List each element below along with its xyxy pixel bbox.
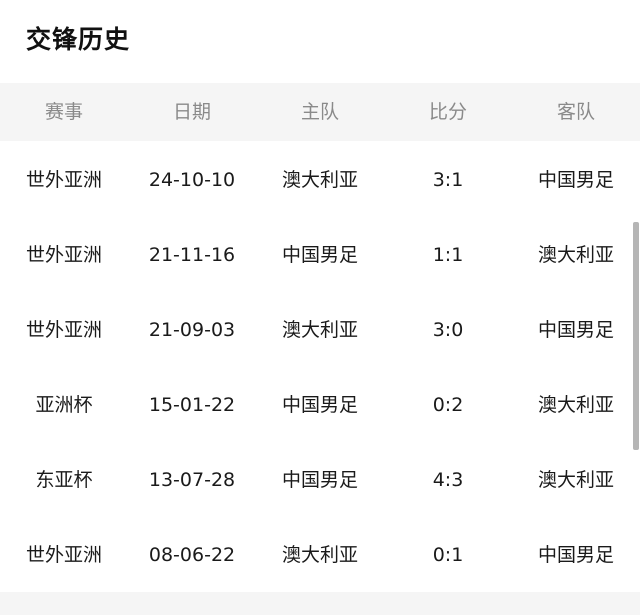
section-title: 交锋历史: [26, 25, 131, 54]
table-row[interactable]: 世外亚洲 21-11-16 中国男足 1:1 澳大利亚: [0, 218, 640, 293]
table-header: 赛事 日期 主队 比分 客队: [0, 83, 640, 141]
table-body: 世外亚洲 24-10-10 澳大利亚 3:1 中国男足 世外亚洲 21-11-16 中国男足 1…: [0, 143, 640, 593]
cell-date: 15-01-22: [148, 394, 236, 416]
cell-date: 13-07-28: [148, 469, 236, 491]
cell-score: 0:2: [432, 394, 464, 416]
cell-competition: 世外亚洲: [25, 244, 102, 266]
table-row[interactable]: 世外亚洲 08-06-22 澳大利亚 0:1 中国男足: [0, 518, 640, 593]
table-row[interactable]: 亚洲杯 15-01-22 中国男足 0:2 澳大利亚: [0, 368, 640, 443]
cell-home-team: 中国男足: [281, 394, 358, 416]
cell-home-team: 澳大利亚: [281, 169, 358, 191]
scrollbar[interactable]: [633, 222, 639, 450]
bottom-divider: [0, 592, 640, 615]
cell-competition: 东亚杯: [35, 469, 93, 491]
cell-date: 21-11-16: [148, 244, 236, 266]
cell-score: 3:0: [432, 319, 464, 341]
cell-date: 21-09-03: [148, 319, 236, 341]
cell-competition: 世外亚洲: [25, 544, 102, 566]
cell-home-team: 澳大利亚: [281, 544, 358, 566]
cell-home-team: 中国男足: [281, 244, 358, 266]
column-header-date: 日期: [172, 101, 211, 123]
cell-date: 24-10-10: [148, 169, 236, 191]
cell-competition: 世外亚洲: [25, 319, 102, 341]
column-header-competition: 赛事: [44, 101, 83, 123]
column-header-score: 比分: [428, 101, 467, 123]
cell-score: 4:3: [432, 469, 464, 491]
cell-score: 1:1: [432, 244, 464, 266]
table-row[interactable]: 世外亚洲 21-09-03 澳大利亚 3:0 中国男足: [0, 293, 640, 368]
column-header-home: 主队: [300, 101, 339, 123]
cell-away-team: 中国男足: [537, 169, 614, 191]
cell-competition: 世外亚洲: [25, 169, 102, 191]
column-header-away: 客队: [556, 101, 595, 123]
cell-away-team: 中国男足: [537, 544, 614, 566]
cell-away-team: 澳大利亚: [537, 469, 614, 491]
cell-away-team: 澳大利亚: [537, 244, 614, 266]
table-row[interactable]: 东亚杯 13-07-28 中国男足 4:3 澳大利亚: [0, 443, 640, 518]
cell-competition: 亚洲杯: [35, 394, 93, 416]
cell-home-team: 澳大利亚: [281, 319, 358, 341]
cell-away-team: 中国男足: [537, 319, 614, 341]
cell-away-team: 澳大利亚: [537, 394, 614, 416]
cell-score: 0:1: [432, 544, 464, 566]
cell-home-team: 中国男足: [281, 469, 358, 491]
cell-date: 08-06-22: [148, 544, 236, 566]
table-row[interactable]: 世外亚洲 24-10-10 澳大利亚 3:1 中国男足: [0, 143, 640, 218]
cell-score: 3:1: [432, 169, 464, 191]
